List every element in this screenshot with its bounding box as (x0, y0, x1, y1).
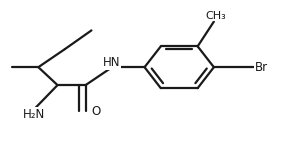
Text: O: O (91, 105, 101, 118)
Text: CH₃: CH₃ (205, 10, 226, 21)
Text: H₂N: H₂N (23, 107, 45, 121)
Text: HN: HN (103, 56, 121, 69)
Text: Br: Br (255, 61, 268, 74)
